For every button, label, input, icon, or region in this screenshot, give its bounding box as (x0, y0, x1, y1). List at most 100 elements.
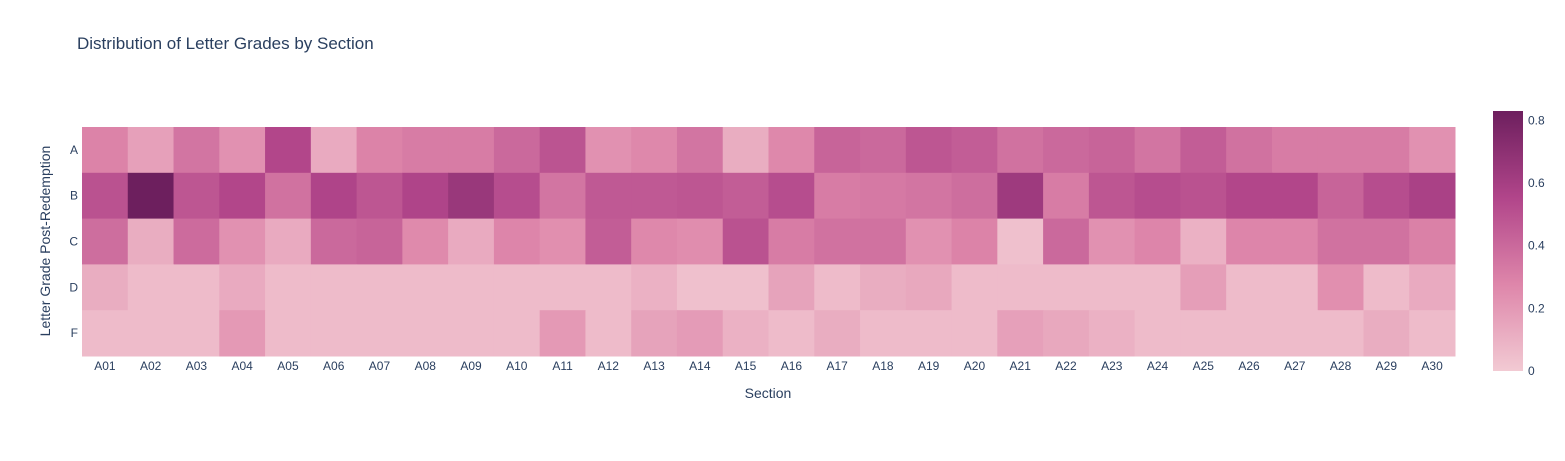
heatmap-cell-C-A19 (905, 218, 953, 265)
heatmap-cell-F-A30 (1409, 310, 1456, 357)
heatmap-cell-B-A03 (173, 172, 220, 220)
heatmap-cell-D-A05 (265, 264, 312, 311)
x-tick-label: A17 (826, 359, 848, 373)
heatmap-cell-D-A23 (1088, 264, 1136, 311)
heatmap-cell-A-A14 (676, 127, 724, 174)
heatmap-cell-A-A30 (1409, 127, 1456, 174)
x-tick-label: A18 (872, 359, 894, 373)
heatmap-cell-F-A16 (768, 310, 815, 357)
heatmap-cell-D-A12 (585, 264, 632, 311)
heatmap-cell-F-A13 (631, 310, 678, 357)
heatmap-cell-F-A28 (1317, 310, 1364, 357)
heatmap-cell-A-A01 (82, 127, 129, 174)
heatmap-cell-F-A21 (997, 310, 1044, 357)
heatmap-cell-A-A29 (1363, 127, 1410, 174)
heatmap-cell-C-A21 (997, 218, 1044, 265)
x-tick-label: A08 (415, 359, 437, 373)
x-tick-label: A20 (964, 359, 986, 373)
heatmap-cell-D-A13 (631, 264, 678, 311)
heatmap-cell-F-A05 (265, 310, 312, 357)
heatmap-cell-B-A13 (631, 172, 678, 220)
heatmap-cell-B-A08 (402, 172, 449, 220)
x-tick-label: A14 (689, 359, 711, 373)
heatmap-cell-F-A27 (1271, 310, 1319, 357)
y-tick-labels: A B C D F (69, 143, 78, 340)
heatmap-cell-D-A27 (1271, 264, 1319, 311)
heatmap-cell-D-A03 (173, 264, 220, 311)
heatmap-cell-C-A10 (493, 218, 541, 265)
heatmap-cell-F-A23 (1088, 310, 1136, 357)
y-axis-title: Letter Grade Post-Redemption (37, 146, 53, 337)
heatmap-cell-D-A21 (997, 264, 1044, 311)
heatmap-cell-B-A05 (265, 172, 312, 220)
heatmap-cell-A-A02 (127, 127, 175, 174)
x-tick-label: A22 (1055, 359, 1077, 373)
heatmap-cell-B-A14 (676, 172, 724, 220)
heatmap-cell-A-A13 (631, 127, 678, 174)
heatmap-cell-A-A22 (1043, 127, 1090, 174)
x-tick-label: A21 (1010, 359, 1032, 373)
heatmap-cell-C-A20 (951, 218, 998, 265)
heatmap-cell-A-A10 (493, 127, 541, 174)
heatmap-cell-D-A25 (1180, 264, 1227, 311)
heatmap-cell-C-A27 (1271, 218, 1319, 265)
heatmap-cell-F-A20 (951, 310, 998, 357)
heatmap-cell-F-A24 (1134, 310, 1181, 357)
heatmap-cell-F-A08 (402, 310, 449, 357)
x-tick-label: A12 (598, 359, 620, 373)
heatmap-cell-A-A26 (1226, 127, 1273, 174)
heatmap-cell-C-A17 (814, 218, 861, 265)
heatmap-cell-C-A09 (448, 218, 495, 265)
x-tick-label: A24 (1147, 359, 1169, 373)
heatmap-cell-D-A19 (905, 264, 953, 311)
heatmap-cell-C-A15 (722, 218, 769, 265)
heatmap-cell-A-A09 (448, 127, 495, 174)
heatmap-cell-F-A07 (356, 310, 403, 357)
heatmap-cell-B-A26 (1226, 172, 1273, 220)
heatmap-cell-C-A05 (265, 218, 312, 265)
heatmap-cell-D-A10 (493, 264, 541, 311)
heatmap-cell-C-A30 (1409, 218, 1456, 265)
x-axis-title: Section (745, 385, 792, 401)
colorbar (1493, 111, 1523, 371)
heatmap-cell-B-A30 (1409, 172, 1456, 220)
x-tick-label: A01 (94, 359, 116, 373)
heatmap-cell-F-A15 (722, 310, 769, 357)
heatmap-cell-C-A26 (1226, 218, 1273, 265)
heatmap-cell-A-A28 (1317, 127, 1364, 174)
heatmap-cell-B-A09 (448, 172, 495, 220)
heatmap-cell-D-A29 (1363, 264, 1410, 311)
x-tick-label: A03 (186, 359, 208, 373)
heatmap-cell-F-A06 (310, 310, 358, 357)
heatmap-cell-D-A14 (676, 264, 724, 311)
heatmap-cells (82, 127, 1456, 357)
heatmap-cell-D-A30 (1409, 264, 1456, 311)
heatmap-cell-D-A11 (539, 264, 586, 311)
y-tick-label: B (70, 189, 78, 203)
x-tick-label: A10 (506, 359, 528, 373)
heatmap-cell-A-A17 (814, 127, 861, 174)
heatmap-cell-D-A06 (310, 264, 358, 311)
heatmap-cell-A-A06 (310, 127, 358, 174)
x-tick-label: A09 (460, 359, 482, 373)
heatmap-cell-B-A28 (1317, 172, 1364, 220)
heatmap-cell-C-A02 (127, 218, 175, 265)
heatmap-cell-C-A23 (1088, 218, 1136, 265)
heatmap-cell-B-A15 (722, 172, 769, 220)
heatmap-cell-A-A07 (356, 127, 403, 174)
heatmap-cell-D-A20 (951, 264, 998, 311)
heatmap-cell-C-A08 (402, 218, 449, 265)
heatmap-cell-D-A08 (402, 264, 449, 311)
heatmap-cell-A-A05 (265, 127, 312, 174)
heatmap-cell-F-A22 (1043, 310, 1090, 357)
heatmap-cell-A-A20 (951, 127, 998, 174)
heatmap-cell-C-A16 (768, 218, 815, 265)
heatmap-cell-B-A12 (585, 172, 632, 220)
heatmap-cell-A-A16 (768, 127, 815, 174)
heatmap-cell-F-A02 (127, 310, 175, 357)
heatmap-cell-D-A24 (1134, 264, 1181, 311)
heatmap-cell-A-A11 (539, 127, 586, 174)
heatmap-cell-C-A01 (82, 218, 129, 265)
heatmap-cell-D-A01 (82, 264, 129, 311)
x-tick-label: A06 (323, 359, 345, 373)
